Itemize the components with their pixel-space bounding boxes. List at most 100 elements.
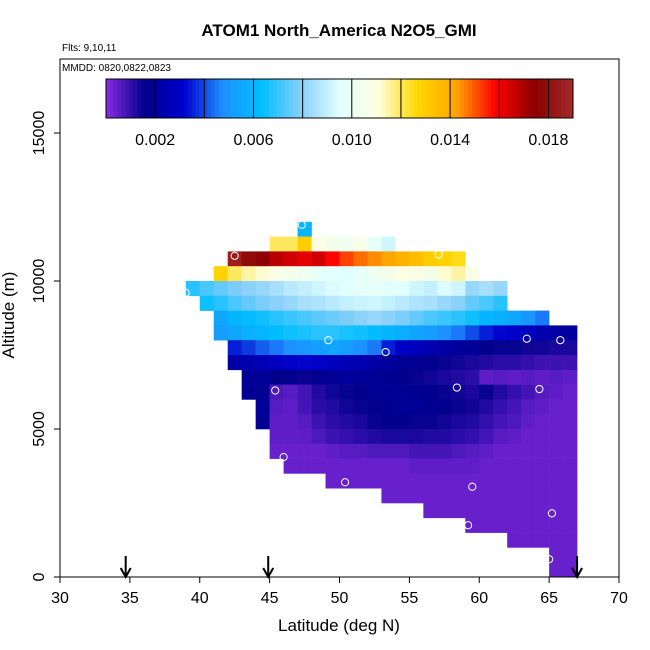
heatmap-cell xyxy=(353,384,368,400)
colorbar-swatch xyxy=(327,79,333,118)
heatmap-cell xyxy=(241,266,256,282)
heatmap-cell xyxy=(493,503,508,519)
heatmap-cell xyxy=(535,340,550,356)
heatmap-cell xyxy=(325,399,340,415)
heatmap-cell xyxy=(437,503,452,519)
colorbar-swatch xyxy=(537,79,543,118)
colorbar-swatch xyxy=(191,79,197,118)
heatmap-cell xyxy=(353,399,368,415)
heatmap-cell xyxy=(479,310,494,326)
heatmap-cell xyxy=(241,295,256,311)
flight-marker xyxy=(545,555,554,564)
colorbar-swatch xyxy=(121,79,126,118)
heatmap-cell xyxy=(255,281,270,297)
y-tick-label: 10000 xyxy=(31,259,48,304)
heatmap-cell xyxy=(367,384,382,400)
heatmap-cell xyxy=(269,414,284,430)
heatmap-cell xyxy=(297,251,312,267)
colorbar-swatch xyxy=(242,79,247,118)
heatmap-cell xyxy=(227,281,242,297)
colorbar-swatch xyxy=(195,79,200,118)
heatmap-cell xyxy=(465,443,480,459)
heatmap-cell xyxy=(297,325,312,341)
x-tick-label: 40 xyxy=(191,590,209,607)
heatmap-cell xyxy=(255,369,270,385)
colorbar-swatch xyxy=(222,79,228,118)
heatmap-cell xyxy=(339,414,354,430)
heatmap-cell xyxy=(395,355,410,371)
heatmap-cell xyxy=(535,399,550,415)
heatmap-cell xyxy=(409,310,424,326)
heatmap-cell xyxy=(423,310,438,326)
colorbar-swatch xyxy=(144,79,150,118)
heatmap-cell xyxy=(297,236,312,252)
y-tick-label: 15000 xyxy=(31,111,48,156)
colorbar-swatch xyxy=(296,79,302,118)
colorbar-swatch xyxy=(534,79,539,118)
heatmap-cell xyxy=(437,325,452,341)
heatmap-cell xyxy=(311,340,326,356)
flight-marker xyxy=(522,334,531,343)
colorbar-swatch xyxy=(277,79,282,118)
heatmap-cell xyxy=(311,414,326,430)
x-tick-label: 60 xyxy=(470,590,488,607)
flight-marker xyxy=(181,288,190,297)
heatmap-cell xyxy=(367,251,382,267)
heatmap-cell xyxy=(521,532,536,548)
heatmap-cell xyxy=(311,310,326,326)
heatmap-cell xyxy=(493,295,508,311)
flight-arrows xyxy=(119,556,583,580)
heatmap-cell xyxy=(255,355,270,371)
heatmap-cell xyxy=(339,251,354,267)
heatmap-cell xyxy=(409,443,424,459)
colorbar-swatch xyxy=(234,79,239,118)
heatmap-cell xyxy=(283,325,298,341)
x-tick-label: 50 xyxy=(331,590,349,607)
heatmap-cell xyxy=(241,369,256,385)
heatmap-cell xyxy=(451,473,466,489)
heatmap-cell xyxy=(465,266,480,282)
heatmap-cell xyxy=(493,488,508,504)
heatmap-cell xyxy=(409,266,424,282)
heatmap-cell xyxy=(311,399,326,415)
heatmap-cell xyxy=(409,295,424,311)
heatmap-cell xyxy=(549,562,564,578)
heatmap-cell xyxy=(395,325,410,341)
heatmap-cell xyxy=(381,399,396,415)
colorbar-swatch xyxy=(557,79,562,118)
colorbar-tick-label: 0.018 xyxy=(528,132,568,149)
heatmap-cell xyxy=(395,369,410,385)
heatmap-cell xyxy=(549,369,564,385)
colorbar-swatch xyxy=(417,79,422,118)
flight-marker xyxy=(279,453,288,462)
heatmap-cell xyxy=(367,429,382,445)
heatmap-cell xyxy=(213,295,228,311)
heatmap-cell xyxy=(325,325,340,341)
heatmap-cell xyxy=(227,355,242,371)
colorbar-swatch xyxy=(502,79,508,118)
colorbar-swatch xyxy=(436,79,442,118)
heatmap-cell xyxy=(521,414,536,430)
heatmap-cell xyxy=(549,355,564,371)
heatmap-cell xyxy=(423,340,438,356)
heatmap-cell xyxy=(381,310,396,326)
heatmap-cell xyxy=(507,429,522,445)
heatmap-cell xyxy=(479,517,494,533)
heatmap-cell xyxy=(283,429,298,445)
heatmap-cell xyxy=(479,414,494,430)
colorbar-tick-label: 0.014 xyxy=(430,132,470,149)
y-axis-label: Altitude (m) xyxy=(0,272,18,359)
heatmap-cell xyxy=(465,355,480,371)
heatmap-cell xyxy=(563,369,578,385)
flight-marker xyxy=(556,336,565,345)
heatmap-cell xyxy=(311,236,326,252)
heatmap-cell xyxy=(535,355,550,371)
heatmap-cell xyxy=(227,310,242,326)
colorbar-swatch xyxy=(471,79,477,118)
heatmap-cell xyxy=(549,429,564,445)
heatmap-cell xyxy=(549,325,564,341)
heatmap-cell xyxy=(423,473,438,489)
colorbar-swatch xyxy=(133,79,138,118)
heatmap-cell xyxy=(493,414,508,430)
heatmap-cell xyxy=(395,414,410,430)
